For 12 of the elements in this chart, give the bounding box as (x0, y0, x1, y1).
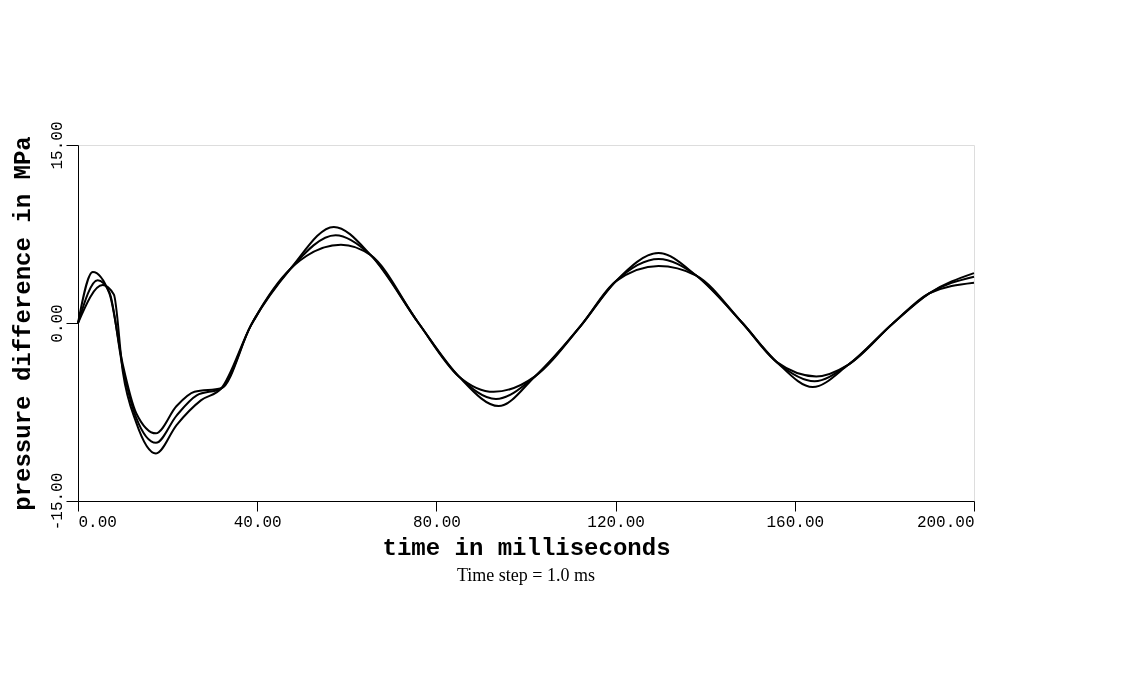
y-tick-label: -15.00 (48, 472, 67, 531)
y-axis-title: pressure difference in MPa (9, 136, 37, 511)
x-axis-title: time in milliseconds (382, 534, 671, 562)
x-tick-label: 80.00 (412, 513, 461, 532)
x-tick-label: 200.00 (916, 513, 975, 532)
y-tick-label: 0.00 (48, 304, 67, 343)
text: Time step = 1.0 ms (456, 565, 596, 585)
x-tick-label: 160.00 (766, 513, 825, 532)
x-tick-label: 120.00 (587, 513, 645, 532)
y-tick-label: 15.00 (48, 121, 67, 170)
x-tick-label: 40.00 (233, 513, 282, 532)
x-tick-label: 0.00 (78, 513, 117, 532)
